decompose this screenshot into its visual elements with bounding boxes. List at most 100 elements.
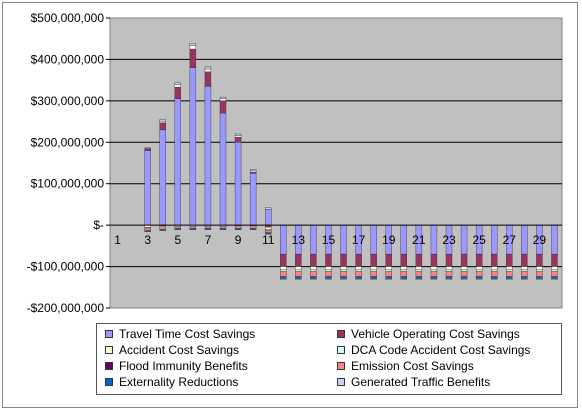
x-tick-label: 5: [174, 233, 181, 247]
bar-segment: [265, 207, 272, 210]
bar-segment: [265, 232, 272, 235]
x-tick-label: 1: [114, 233, 121, 247]
bar-segment: [234, 228, 242, 230]
bar-segment: [325, 276, 332, 279]
bar-segment: [370, 266, 377, 271]
bar-segment: [445, 253, 453, 267]
x-tick-label: 15: [322, 233, 336, 247]
bar-segment: [491, 271, 498, 277]
bar-segment: [400, 224, 407, 255]
bar-segment: [491, 278, 498, 280]
bar-segment: [159, 229, 166, 231]
bar-segment: [521, 269, 528, 272]
bar-segment: [370, 253, 377, 267]
bar-segment: [310, 253, 317, 267]
bar-segment: [415, 278, 423, 280]
bar-segment: [355, 269, 362, 272]
bar-segment: [521, 278, 528, 280]
bar-segment: [204, 86, 212, 226]
y-tick-label: $500,000,000: [31, 11, 105, 25]
bar-segment: [370, 278, 377, 280]
bar-segment: [265, 209, 272, 226]
bar-segment: [415, 269, 423, 272]
bar-segment: [310, 276, 317, 279]
bar-segment: [249, 225, 257, 229]
bar-segment: [189, 45, 197, 50]
bar-segment: [355, 266, 362, 271]
bar-segment: [189, 226, 197, 229]
bar-segment: [491, 266, 498, 271]
bar-segment: [325, 253, 332, 267]
legend-swatch: [337, 378, 345, 386]
bar-segment: [536, 269, 543, 272]
x-tick-label: 17: [352, 233, 366, 247]
y-tick-label: -$100,000,000: [27, 260, 105, 274]
bar-segment: [491, 276, 498, 279]
bar-segment: [491, 253, 498, 267]
x-tick-labels: 1 3 5 7 9 11 13 15 17 19 21 23 25 27 29: [114, 233, 546, 247]
y-tick-label: $300,000,000: [31, 94, 105, 108]
bar-segment: [249, 169, 257, 172]
bar-segment: [280, 276, 287, 279]
bar-segment: [280, 271, 287, 277]
legend-label: Vehicle Operating Cost Savings: [351, 327, 520, 341]
bar-segment: [340, 269, 347, 272]
bar-segment: [234, 225, 242, 229]
bar-segment: [400, 278, 407, 280]
legend-swatch: [105, 362, 113, 370]
bar-segment: [219, 98, 227, 102]
bar-segment: [385, 269, 392, 272]
bar-segment: [415, 271, 423, 277]
bar-segment: [551, 271, 558, 277]
legend-label: Travel Time Cost Savings: [119, 327, 256, 341]
bar-segment: [475, 276, 483, 279]
bar-segment: [159, 119, 166, 122]
bar-segment: [400, 271, 407, 277]
bar-segment: [385, 278, 392, 280]
bar-segment: [400, 253, 407, 267]
bar-segment: [144, 230, 151, 232]
bar-segment: [506, 271, 513, 277]
bar-segment: [370, 224, 377, 255]
bar-segment: [234, 133, 242, 136]
bar-segment: [506, 276, 513, 279]
bar-segment: [249, 228, 257, 230]
bar-segment: [460, 253, 468, 267]
bar-segment: [340, 266, 347, 271]
bar-segment: [355, 271, 362, 277]
bar-segment: [219, 226, 227, 229]
bar-segment: [430, 266, 438, 271]
bar-segment: [445, 266, 453, 271]
bar-segment: [204, 226, 212, 229]
bar-segment: [430, 269, 438, 272]
bar-segment: [295, 278, 302, 280]
bar-segment: [460, 276, 468, 279]
plot-area: [109, 17, 563, 309]
bar-segment: [174, 226, 182, 229]
bar-segment: [310, 269, 317, 272]
bar-segment: [400, 266, 407, 271]
bar-segment: [280, 278, 287, 280]
bar-segment: [491, 224, 498, 255]
bar-segment: [159, 129, 166, 226]
bar-segment: [415, 253, 423, 267]
y-tick-label: $100,000,000: [31, 177, 105, 191]
bars: [144, 43, 558, 280]
bar-segment: [234, 137, 242, 143]
legend-label: Flood Immunity Benefits: [119, 359, 248, 373]
bar-segment: [340, 253, 347, 267]
bar-segment: [370, 269, 377, 272]
bar-segment: [174, 82, 182, 85]
bar-segment: [445, 276, 453, 279]
bar-segment: [385, 253, 392, 267]
bar-segment: [295, 266, 302, 271]
bar-segment: [355, 278, 362, 280]
y-tick-label: $200,000,000: [31, 135, 105, 149]
bar-segment: [460, 266, 468, 271]
bar-segment: [265, 227, 272, 230]
bar-segment: [280, 269, 287, 272]
x-tick-label: 27: [503, 233, 517, 247]
bar-segment: [536, 253, 543, 267]
bar-segment: [310, 271, 317, 277]
x-tick-label: 3: [144, 233, 151, 247]
